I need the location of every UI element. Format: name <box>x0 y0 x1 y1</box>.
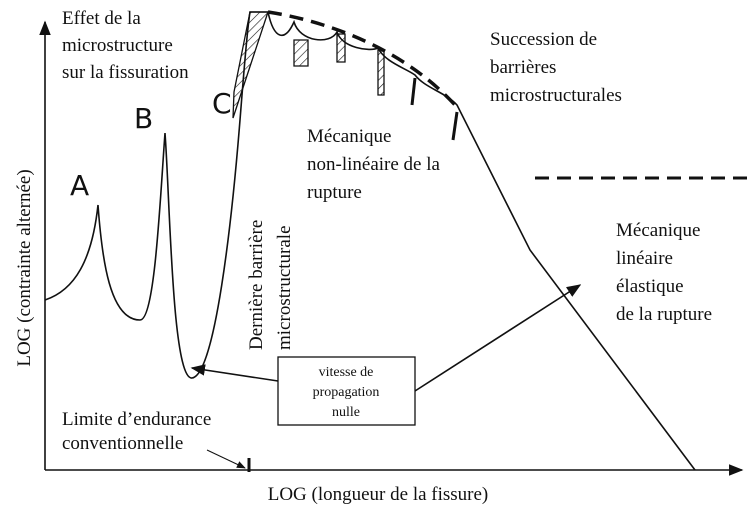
label-line: Effet de la <box>62 8 141 29</box>
barrier <box>293 39 309 67</box>
x-axis-label: LOG (longueur de la fissure) <box>268 484 489 505</box>
curve-label: C <box>212 87 232 120</box>
zero-velocity-box <box>277 356 416 426</box>
label-line: élastique <box>616 276 684 297</box>
label-line: Mécanique <box>307 126 391 147</box>
axes <box>39 20 744 476</box>
curve-label: B <box>134 102 153 135</box>
y-axis-label: LOG (contrainte alternée) <box>14 169 35 366</box>
label-line: microstructure <box>62 35 173 56</box>
label-line: microstructurales <box>490 85 622 106</box>
label-line: linéaire <box>616 248 673 269</box>
label-line: Mécanique <box>616 220 700 241</box>
label-line: de la rupture <box>616 304 712 325</box>
arrow <box>206 449 246 469</box>
label-line: sur la fissuration <box>62 62 189 83</box>
barrier <box>410 77 417 106</box>
label-line: conventionnelle <box>62 433 183 454</box>
label-line: microstructurale <box>274 225 295 350</box>
labels: Effet de la microstructure sur la fissur… <box>14 8 712 505</box>
barrier <box>451 111 459 141</box>
box-line: propagation <box>313 385 380 400</box>
arrow <box>190 364 279 382</box>
barrier <box>377 49 385 96</box>
label-line: Dernière barrière <box>246 220 267 350</box>
label-line: Limite d’endurance <box>62 409 211 430</box>
dashed-envelope <box>267 10 457 107</box>
label-line: non-linéaire de la <box>307 154 441 175</box>
box-line: vitesse de <box>319 365 374 380</box>
label-line: rupture <box>307 182 362 203</box>
barrier <box>232 11 269 119</box>
box-line: nulle <box>332 405 360 420</box>
label-line: barrières <box>490 57 556 78</box>
label-line: Succession de <box>490 29 597 50</box>
arrow <box>414 284 582 392</box>
curve-label: A <box>70 169 89 202</box>
threshold-curve <box>44 11 696 471</box>
